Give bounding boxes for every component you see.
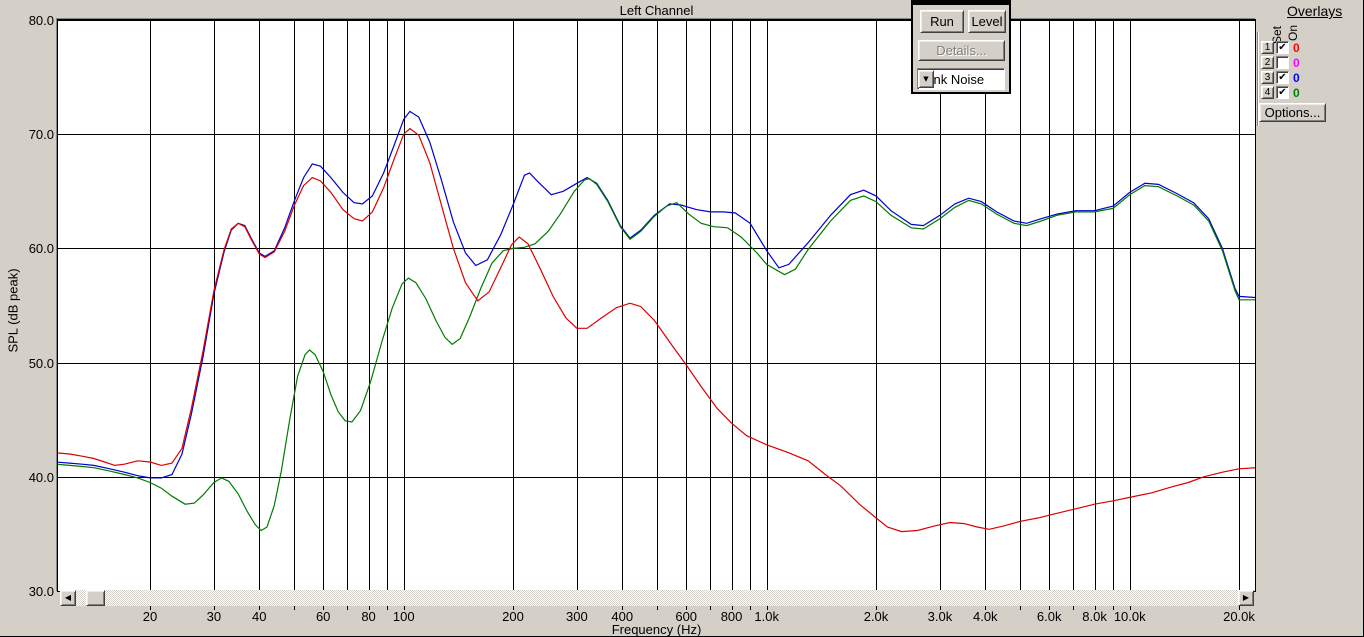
- x-tick: [1073, 606, 1074, 610]
- x-tick: [686, 606, 687, 610]
- x-tick-label: 2.0k: [863, 609, 889, 624]
- x-tick: [1049, 606, 1050, 610]
- x-tick: [150, 606, 151, 610]
- signal-selected-value: Pink Noise: [922, 71, 985, 87]
- x-tick: [1130, 606, 1131, 610]
- x-axis-title: Frequency (Hz): [611, 622, 702, 637]
- x-tick: [513, 606, 514, 610]
- overlay-set-button-3[interactable]: 3: [1261, 71, 1274, 84]
- level-button[interactable]: Level: [968, 10, 1006, 33]
- overlay-value-2: 0: [1293, 56, 1300, 70]
- x-tick: [347, 606, 348, 610]
- x-tick: [259, 606, 260, 610]
- check-icon: ✔: [1278, 41, 1287, 53]
- x-tick: [1020, 606, 1021, 610]
- overlay-set-button-4[interactable]: 4: [1261, 86, 1274, 99]
- overlay-on-checkbox-4[interactable]: ✔: [1276, 86, 1289, 99]
- x-tick: [323, 606, 324, 610]
- overlay-on-checkbox-2[interactable]: [1276, 56, 1289, 69]
- x-tick-label: 300: [566, 609, 588, 624]
- frequency-scrollbar[interactable]: ◀ ▶: [60, 590, 1254, 606]
- check-icon: ✔: [1278, 71, 1287, 83]
- spectrum-plot: [57, 19, 1256, 592]
- chart-title: Left Channel: [619, 3, 694, 18]
- x-tick: [214, 606, 215, 610]
- signal-dropdown-button[interactable]: ▼: [918, 70, 934, 88]
- signal-select[interactable]: Pink Noise ▼: [917, 68, 1005, 90]
- x-tick: [985, 606, 986, 610]
- scroll-right-icon: ▶: [1242, 593, 1250, 602]
- x-tick-label: 200: [502, 609, 524, 624]
- details-button[interactable]: Details...: [918, 40, 1005, 61]
- y-tick-label: 60.0: [28, 241, 54, 257]
- scroll-left-button[interactable]: ◀: [60, 590, 76, 606]
- y-tick-label: 80.0: [28, 13, 54, 28]
- x-tick-label: 10.0k: [1113, 609, 1146, 624]
- scrollbar-thumb[interactable]: [86, 590, 105, 606]
- x-tick-label: 800: [720, 609, 743, 624]
- spectrum-chart: [58, 20, 1255, 591]
- x-tick: [387, 606, 388, 610]
- overlays-on-column-label: On: [1286, 24, 1300, 41]
- x-tick-label: 400: [611, 609, 634, 624]
- x-tick: [732, 606, 733, 610]
- y-tick-label: 50.0: [28, 355, 54, 371]
- x-tick: [767, 606, 768, 610]
- y-tick-label: 70.0: [28, 127, 54, 143]
- x-tick-label: 80: [361, 609, 376, 624]
- scroll-left-icon: ◀: [64, 593, 72, 602]
- curve-set-1: [58, 127, 1255, 533]
- x-tick: [710, 606, 711, 610]
- overlays-link[interactable]: Overlays: [1287, 3, 1343, 19]
- options-button[interactable]: Options...: [1259, 103, 1326, 122]
- overlay-set-button-2[interactable]: 2: [1261, 56, 1274, 69]
- overlay-on-checkbox-1[interactable]: ✔: [1276, 41, 1289, 54]
- overlay-value-4: 0: [1293, 86, 1300, 100]
- overlay-value-1: 0: [1293, 41, 1300, 55]
- x-tick: [369, 606, 370, 610]
- overlay-set-button-1[interactable]: 1: [1261, 41, 1274, 54]
- x-tick: [622, 606, 623, 610]
- x-tick: [294, 606, 295, 610]
- x-tick: [1239, 606, 1240, 610]
- chevron-down-icon: ▼: [923, 74, 929, 83]
- y-axis-title: SPL (dB peak): [5, 268, 21, 353]
- x-tick: [1113, 606, 1114, 610]
- generator-control-panel: Run Level Details... Pink Noise ▼: [911, 0, 1011, 94]
- overlays-divider: [1257, 32, 1259, 126]
- y-tick-label: 40.0: [28, 469, 54, 485]
- x-tick: [750, 606, 751, 610]
- x-tick-label: 40: [252, 609, 267, 624]
- x-tick-label: 20: [142, 609, 158, 624]
- y-tick-label: 30.0: [28, 584, 54, 599]
- curve-set-4: [58, 178, 1255, 532]
- overlay-on-checkbox-3[interactable]: ✔: [1276, 71, 1289, 84]
- x-tick-label: 20.0k: [1223, 609, 1255, 624]
- x-tick-label: 8.0k: [1082, 609, 1107, 624]
- x-tick: [577, 606, 578, 610]
- x-tick-label: 4.0k: [972, 609, 998, 624]
- x-tick-label: 600: [675, 609, 698, 624]
- run-button[interactable]: Run: [920, 10, 964, 33]
- x-tick-label: 60: [315, 609, 331, 624]
- x-tick-label: 3.0k: [927, 609, 953, 624]
- x-tick-label: 1.0k: [754, 609, 780, 624]
- check-icon: ✔: [1278, 86, 1287, 98]
- curve-set-3: [58, 110, 1255, 479]
- x-tick: [657, 606, 658, 610]
- x-tick: [1095, 606, 1096, 610]
- x-tick: [940, 606, 941, 610]
- scroll-right-button[interactable]: ▶: [1238, 590, 1254, 606]
- x-tick: [404, 606, 405, 610]
- x-tick-label: 30: [206, 609, 222, 624]
- x-tick: [876, 606, 877, 610]
- x-tick-label: 100: [392, 609, 415, 624]
- x-tick-label: 6.0k: [1036, 609, 1062, 624]
- overlay-value-3: 0: [1293, 71, 1300, 85]
